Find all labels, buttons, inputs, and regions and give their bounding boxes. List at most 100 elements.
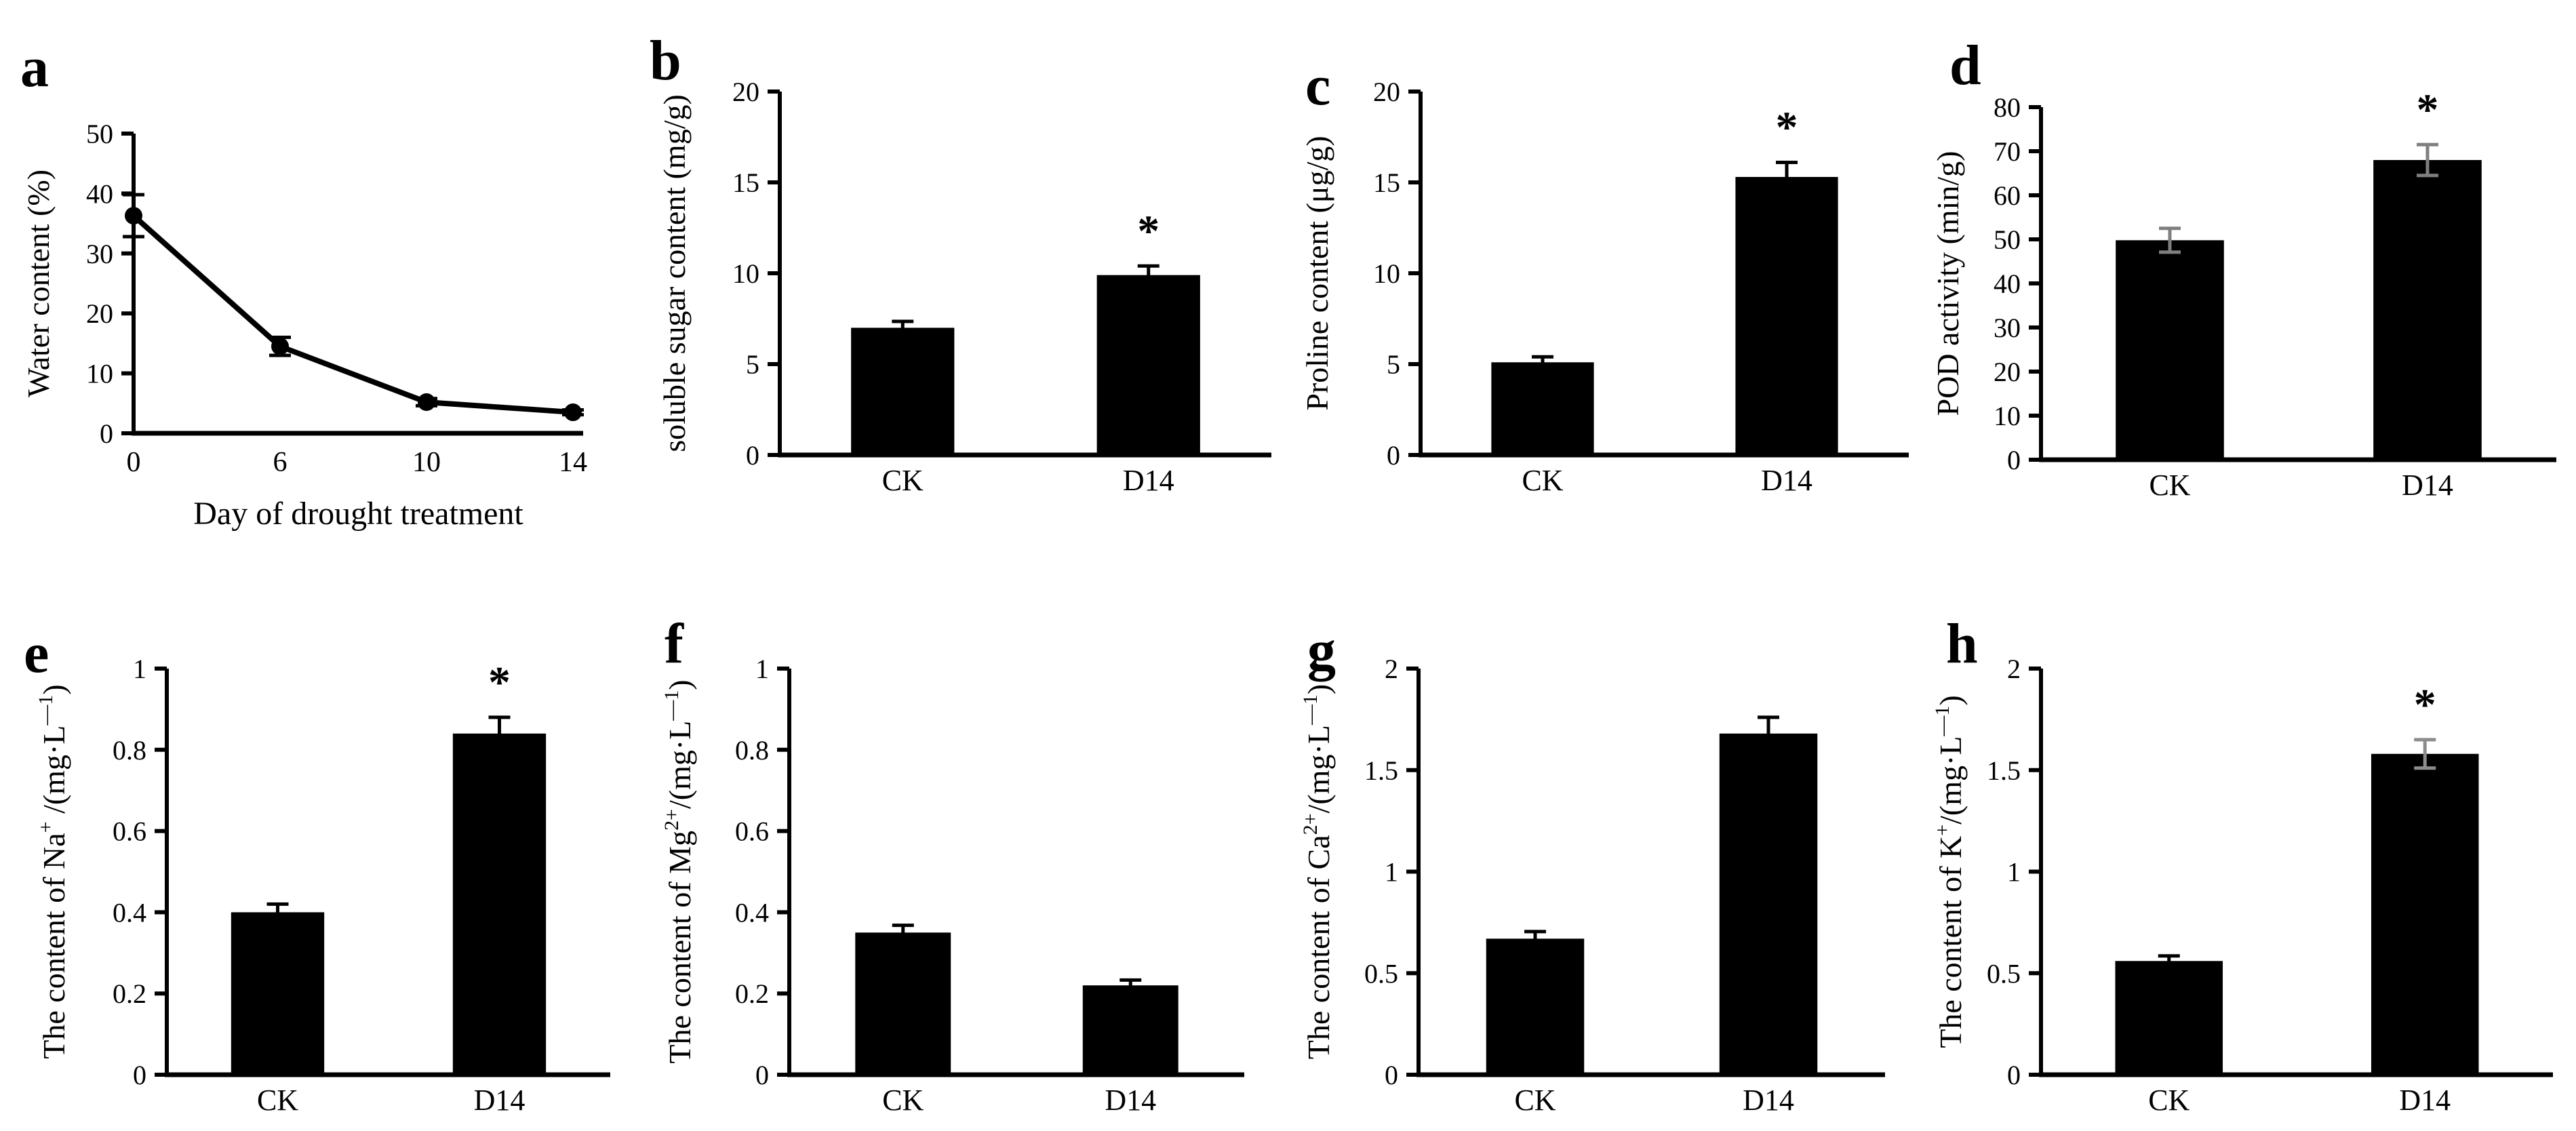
bar-CK [231, 912, 325, 1075]
significance-marker: * [488, 658, 511, 707]
y-axis-title: Water content (%) [21, 170, 56, 397]
y-axis-title: POD activity (min/g) [1930, 151, 1965, 416]
bar-D14 [1082, 985, 1178, 1075]
panel-f-letter: f [665, 612, 683, 675]
y-tick-label: 1 [133, 654, 146, 684]
x-category-label: CK [257, 1084, 298, 1117]
y-tick-label: 80 [1994, 92, 2021, 123]
panel-f: f 0 0.2 0.4 0.6 0.8 1 The content of Mg2+/(mg·… [631, 597, 1275, 1131]
y-tick-label: 0.8 [113, 735, 146, 766]
y-tick-label: 20 [1994, 357, 2021, 387]
bars-d: CK * D14 [2116, 85, 2482, 502]
panel-b-letter: b [650, 29, 681, 92]
bars-e: CK * D14 [231, 658, 547, 1117]
bars-b: CK * D14 [851, 206, 1200, 497]
panel-h: h 0 0.5 1 1.5 2 The content of K+/(mg·L—1) CK *… [1912, 597, 2576, 1131]
significance-marker: * [1776, 103, 1798, 153]
y-axis-title: The content of K+/(mg·L—1) [1931, 695, 1968, 1048]
y-tick-label: 15 [732, 167, 759, 198]
bar-CK [2116, 240, 2224, 460]
y-tick-label: 0 [755, 1060, 769, 1090]
x-tick-label: 6 [273, 447, 288, 478]
bar-D14 [2371, 753, 2479, 1075]
x-category-label: D14 [1761, 464, 1812, 497]
calcium-content-bar-chart: 0 0.5 1 1.5 2 The content of Ca2+/(mg·L—1) CK D… [1299, 654, 1885, 1117]
panel-e: e 0 0.2 0.4 0.6 0.8 1 The content of Na+ /(mg·… [0, 597, 631, 1131]
bar-CK [851, 328, 955, 455]
y-tick-label: 60 [1994, 180, 2021, 211]
y-tick-label: 0 [1385, 1060, 1398, 1090]
y-tick-label: 5 [746, 349, 759, 380]
data-point-marker [125, 207, 142, 225]
bar-D14 [2373, 160, 2482, 460]
x-axis-title: Day of drought treatment [193, 496, 523, 532]
panel-c-letter: c [1305, 54, 1331, 117]
y-tick-label: 0.2 [735, 978, 769, 1009]
bar-D14 [1735, 176, 1838, 455]
panel-b: b 0 5 10 15 20 soluble sugar content (mg/g) CK… [631, 0, 1275, 597]
bars-g: CK D14 [1486, 715, 1818, 1117]
data-point-marker [418, 393, 435, 412]
soluble-sugar-bar-chart: 0 5 10 15 20 soluble sugar content (mg/g) CK * D… [657, 77, 1271, 497]
y-tick-label: 20 [86, 298, 113, 329]
x-category-label: CK [1522, 464, 1563, 497]
panel-a: a 0 10 20 30 40 50 Water content (%) 0 6 10 14 Day … [0, 0, 631, 597]
x-category-label: CK [2148, 1084, 2189, 1117]
y-tick-label: 10 [1994, 401, 2021, 431]
bar-CK [1486, 938, 1585, 1075]
x-category-label: CK [2149, 469, 2190, 502]
y-tick-label: 0 [2007, 1060, 2021, 1090]
bars-c: CK * D14 [1491, 103, 1838, 497]
panel-c: c 0 5 10 15 20 Proline content (μg/g) CK * D14 [1275, 0, 1912, 597]
panel-d: d 0 10 20 30 40 50 60 70 80 POD activity (min/g) C… [1912, 0, 2576, 597]
x-category-label: D14 [2402, 469, 2453, 502]
y-tick-label: 1 [2007, 857, 2021, 888]
magnesium-content-bar-chart: 0 0.2 0.4 0.6 0.8 1 The content of Mg2+/(mg·L—… [660, 654, 1244, 1117]
y-tick-label: 20 [732, 77, 759, 107]
y-tick-label: 2 [2007, 654, 2021, 684]
y-tick-label: 0 [100, 418, 113, 449]
y-tick-label: 0 [1387, 440, 1400, 471]
pod-activity-bar-chart: 0 10 20 30 40 50 60 70 80 POD activity (min/g) CK *… [1930, 85, 2556, 502]
y-axis-title: The content of Ca2+/(mg·L—1) [1299, 684, 1336, 1059]
y-tick-label: 40 [86, 178, 113, 209]
y-tick-label: 1 [755, 654, 769, 684]
data-point-marker [271, 337, 289, 355]
x-category-label: D14 [474, 1084, 526, 1117]
line-series-a: 0 6 10 14 Day of drought treatment [123, 193, 587, 532]
x-tick-label: 0 [127, 447, 141, 478]
sodium-content-bar-chart: 0 0.2 0.4 0.6 0.8 1 The content of Na+ /(mg·L—… [35, 654, 610, 1117]
y-tick-label: 50 [86, 119, 113, 149]
x-tick-label: 10 [412, 447, 441, 478]
water-content-line-chart: 0 10 20 30 40 50 Water content (%) 0 6 10 14 Day of… [21, 119, 587, 532]
x-category-label: D14 [2399, 1084, 2451, 1117]
bars-f: CK D14 [855, 924, 1178, 1117]
significance-marker: * [2414, 680, 2436, 730]
proline-bar-chart: 0 5 10 15 20 Proline content (μg/g) CK * D14 [1300, 77, 1909, 497]
y-tick-label: 0.5 [1364, 958, 1398, 989]
y-tick-label: 70 [1994, 136, 2021, 167]
bar-CK [1491, 362, 1594, 455]
y-tick-label: 30 [1994, 313, 2021, 343]
y-tick-label: 50 [1994, 224, 2021, 255]
y-tick-label: 1.5 [1987, 755, 2021, 786]
bars-h: CK * D14 [2115, 680, 2479, 1117]
y-tick-label: 0 [746, 440, 759, 471]
bar-CK [2115, 961, 2223, 1075]
significance-marker: * [2417, 85, 2439, 134]
y-tick-label: 0.5 [1987, 958, 2021, 989]
x-category-label: D14 [1123, 464, 1174, 497]
bar-CK [855, 932, 951, 1075]
x-tick-label: 14 [559, 447, 587, 478]
x-category-label: CK [1514, 1084, 1555, 1117]
y-axis-title: The content of Na+ /(mg·L—1) [35, 684, 71, 1058]
y-tick-label: 2 [1385, 654, 1398, 684]
y-tick-label: 1 [1385, 857, 1398, 888]
potassium-content-bar-chart: 0 0.5 1 1.5 2 The content of K+/(mg·L—1) CK * D1… [1931, 654, 2553, 1117]
data-point-marker [564, 403, 582, 422]
axes-d: 0 10 20 30 40 50 60 70 80 [1994, 92, 2556, 475]
panel-a-letter: a [20, 36, 49, 99]
y-tick-label: 20 [1373, 77, 1400, 107]
bar-D14 [1719, 733, 1818, 1075]
